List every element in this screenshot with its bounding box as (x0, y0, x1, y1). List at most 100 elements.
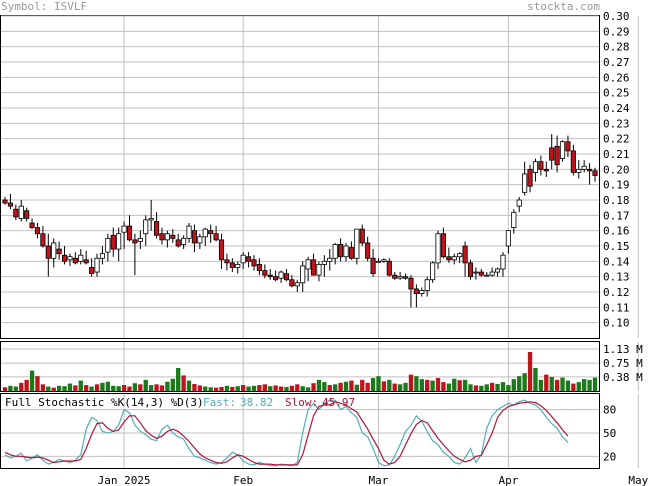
volume-tick-label: 0.75 M (603, 357, 643, 370)
volume-bar (403, 382, 408, 391)
volume-bar (235, 386, 240, 391)
volume-bar (446, 383, 452, 391)
candle-body (251, 259, 257, 267)
volume-bar (489, 382, 495, 391)
candle-body (202, 228, 208, 238)
price-tick-label: 0.15 (603, 240, 630, 253)
candle-body (343, 245, 349, 258)
candle-body (7, 202, 13, 207)
volume-bar (143, 379, 148, 391)
price-tick-label: 0.20 (603, 163, 630, 176)
volume-bar (35, 376, 40, 391)
candle-body (522, 173, 528, 193)
candle-body (278, 271, 284, 279)
candle-body (489, 271, 495, 276)
price-tick-label: 0.16 (603, 225, 630, 238)
volume-bar (19, 382, 24, 391)
candle-body (467, 262, 474, 278)
volume-bar (159, 385, 165, 391)
candle-body (375, 260, 382, 263)
volume-bar (533, 367, 538, 391)
volume-bar (527, 352, 533, 391)
candle-body (587, 168, 593, 172)
volume-bar (479, 385, 484, 391)
volume-bar (278, 386, 284, 391)
candle-body (316, 263, 322, 276)
candle-body (61, 254, 68, 262)
volume-bar (73, 385, 78, 391)
volume-bar (549, 376, 554, 391)
volume-bar (94, 384, 100, 391)
volume-bar (430, 380, 435, 391)
price-tick-label: 0.14 (603, 255, 630, 268)
candle-body (305, 259, 311, 270)
candle-body (419, 290, 425, 294)
candle-body (327, 257, 333, 262)
candle-body (235, 263, 241, 268)
candle-body (332, 244, 338, 259)
volume-bar (311, 383, 316, 391)
candle-body (381, 259, 387, 262)
candle-body (105, 237, 111, 253)
candle-body (457, 253, 463, 258)
candle-body (51, 242, 57, 259)
volume-bar (241, 385, 246, 391)
candle-body (153, 221, 160, 236)
candle-body (451, 256, 457, 261)
price-tick-label: 0.25 (603, 87, 630, 100)
candle-body (208, 230, 214, 235)
x-tick-label: Jan 2025 (98, 474, 151, 486)
price-tick-label: 0.19 (603, 179, 630, 192)
volume-bar (316, 379, 322, 391)
candle-body (191, 230, 198, 244)
candle-body (478, 271, 484, 276)
volume-bar (381, 381, 387, 391)
volume-bar (284, 386, 289, 391)
candle-body (511, 211, 517, 228)
candle-body (430, 262, 436, 281)
candle-body (484, 274, 490, 277)
volume-bar (387, 379, 392, 391)
stochastic-tick-label: 20 (603, 450, 616, 463)
candle-body (116, 233, 122, 250)
candle-body (592, 170, 598, 176)
x-tick-label: Feb (233, 474, 253, 486)
candle-body (397, 276, 403, 279)
candle-body (137, 237, 143, 242)
candle-body (413, 288, 419, 294)
candle-body (143, 219, 149, 235)
volume-bar (365, 382, 370, 391)
volume-bar (370, 378, 376, 391)
volume-bar (127, 386, 132, 391)
volume-bar (554, 379, 560, 391)
volume-bar (511, 379, 516, 391)
candle-body (338, 244, 344, 258)
volume-tick-label: 0.38 M (603, 371, 643, 384)
volume-bar (148, 385, 154, 391)
volume-bar (295, 384, 300, 391)
volume-panel: 1.13 M0.75 M0.38 M (0, 341, 643, 392)
volume-bar (56, 385, 62, 391)
candle-body (348, 247, 354, 259)
candle-body (170, 234, 176, 239)
candle-body (148, 217, 154, 221)
price-tick-label: 0.28 (603, 41, 630, 54)
candle-body (424, 279, 430, 291)
fast-label: Fast: (203, 396, 236, 409)
volume-bar (203, 386, 208, 391)
volume-bar (538, 379, 544, 391)
price-panel: 0.30 0.29 0.28 0.27 0.26 0.25 0.24 0.23 0.22 0.21… (0, 10, 639, 339)
volume-bar (84, 385, 89, 391)
volume-bar (29, 370, 35, 391)
candle-body (78, 254, 84, 262)
candle-body (132, 239, 138, 244)
price-tick-label: 0.10 (603, 317, 630, 330)
volume-bar (273, 385, 278, 391)
candle-body (262, 270, 268, 276)
volume-bar (262, 384, 267, 391)
volume-bar (138, 384, 143, 391)
candle-body (40, 233, 46, 247)
volume-bar (181, 375, 186, 391)
volume-bar (176, 367, 181, 391)
candle-body (354, 228, 360, 259)
